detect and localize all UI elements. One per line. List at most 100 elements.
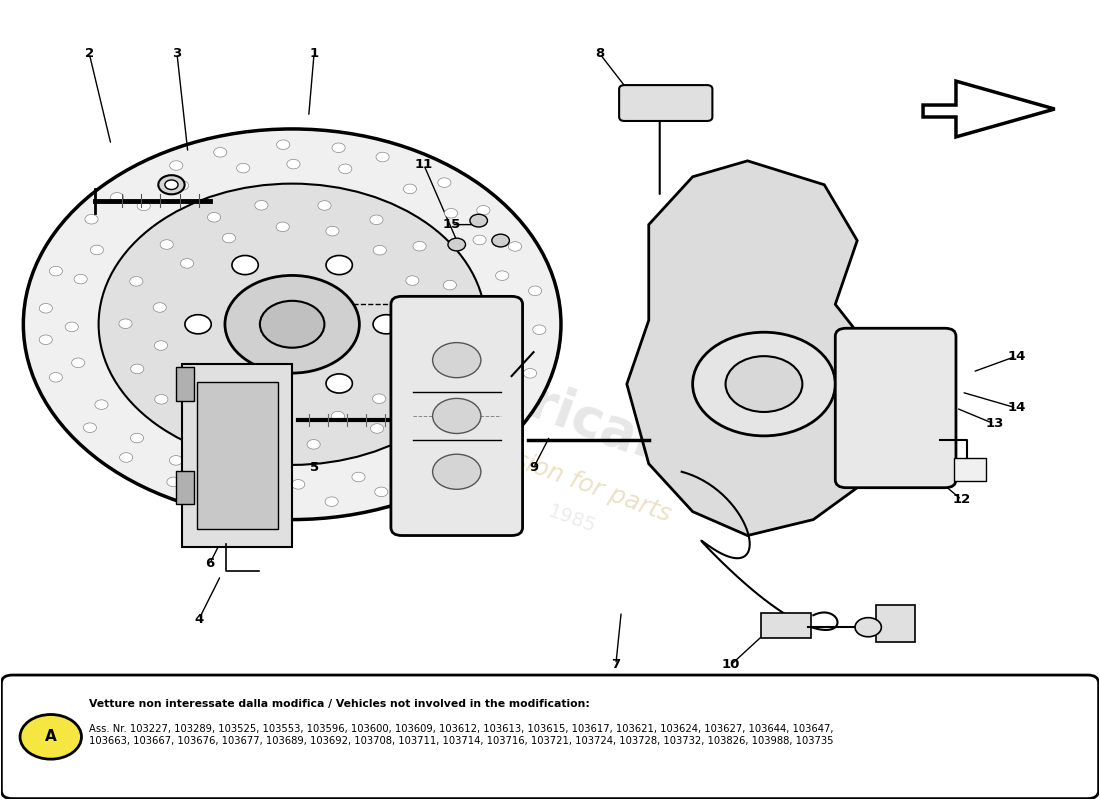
- Circle shape: [339, 164, 352, 174]
- Circle shape: [440, 366, 453, 375]
- Text: 11: 11: [415, 158, 433, 171]
- Text: 10: 10: [722, 658, 740, 671]
- Text: 5: 5: [309, 462, 319, 474]
- Polygon shape: [923, 81, 1055, 137]
- Circle shape: [232, 255, 258, 274]
- Circle shape: [158, 175, 185, 194]
- Circle shape: [481, 394, 494, 403]
- FancyBboxPatch shape: [197, 382, 278, 529]
- Circle shape: [165, 180, 178, 190]
- Text: 15: 15: [442, 218, 461, 231]
- Text: 6: 6: [206, 557, 214, 570]
- Circle shape: [50, 373, 63, 382]
- Circle shape: [307, 439, 320, 449]
- Text: Vetture non interessate dalla modifica / Vehicles not involved in the modificati: Vetture non interessate dalla modifica /…: [89, 699, 590, 709]
- Circle shape: [524, 369, 537, 378]
- Circle shape: [224, 275, 360, 373]
- Circle shape: [255, 201, 268, 210]
- Circle shape: [440, 460, 453, 469]
- Circle shape: [409, 400, 422, 410]
- Circle shape: [476, 206, 490, 215]
- Circle shape: [74, 274, 87, 284]
- Circle shape: [95, 400, 108, 410]
- Circle shape: [376, 152, 389, 162]
- FancyBboxPatch shape: [954, 458, 986, 482]
- Polygon shape: [627, 161, 901, 535]
- Text: 2: 2: [85, 46, 94, 60]
- Text: 9: 9: [529, 462, 538, 474]
- Circle shape: [506, 312, 519, 322]
- Circle shape: [326, 374, 352, 393]
- Circle shape: [370, 215, 383, 225]
- Circle shape: [161, 240, 174, 250]
- Circle shape: [261, 498, 274, 508]
- Text: 3: 3: [173, 46, 182, 60]
- Circle shape: [438, 178, 451, 187]
- Circle shape: [375, 487, 388, 497]
- Circle shape: [23, 129, 561, 519]
- Text: 8: 8: [595, 46, 604, 60]
- Circle shape: [420, 321, 433, 330]
- Circle shape: [222, 234, 235, 243]
- Circle shape: [85, 214, 98, 224]
- Circle shape: [90, 245, 103, 254]
- Circle shape: [452, 323, 465, 333]
- Text: 7: 7: [612, 658, 620, 671]
- Text: Ass. Nr. 103227, 103289, 103525, 103553, 103596, 103600, 103609, 103612, 103613,: Ass. Nr. 103227, 103289, 103525, 103553,…: [89, 725, 834, 746]
- FancyBboxPatch shape: [390, 296, 522, 535]
- Circle shape: [202, 425, 216, 434]
- FancyBboxPatch shape: [1, 675, 1099, 798]
- Circle shape: [130, 277, 143, 286]
- Circle shape: [110, 193, 123, 202]
- Circle shape: [175, 181, 188, 190]
- Circle shape: [373, 314, 399, 334]
- Circle shape: [180, 258, 194, 268]
- Circle shape: [221, 493, 234, 502]
- Circle shape: [131, 434, 144, 443]
- Text: passion for parts: passion for parts: [470, 433, 674, 527]
- Circle shape: [371, 424, 384, 434]
- Text: 14: 14: [1008, 350, 1025, 362]
- Circle shape: [326, 226, 339, 236]
- Circle shape: [443, 280, 456, 290]
- Circle shape: [119, 319, 132, 329]
- Circle shape: [492, 234, 509, 247]
- Circle shape: [318, 201, 331, 210]
- Circle shape: [726, 356, 802, 412]
- Circle shape: [373, 394, 386, 403]
- Circle shape: [153, 302, 166, 312]
- Text: A: A: [45, 730, 56, 744]
- FancyBboxPatch shape: [176, 471, 195, 505]
- Circle shape: [258, 439, 272, 449]
- Circle shape: [529, 286, 541, 295]
- Circle shape: [278, 417, 292, 426]
- Circle shape: [169, 161, 183, 170]
- Circle shape: [213, 147, 227, 157]
- Circle shape: [505, 403, 518, 412]
- Text: euroricambi: euroricambi: [396, 330, 748, 502]
- Text: 1985: 1985: [546, 502, 598, 537]
- FancyBboxPatch shape: [176, 367, 195, 401]
- Circle shape: [236, 163, 250, 173]
- Circle shape: [167, 477, 180, 486]
- Text: 14: 14: [1008, 402, 1025, 414]
- Circle shape: [532, 325, 546, 334]
- Circle shape: [178, 378, 191, 388]
- Circle shape: [444, 209, 458, 218]
- Circle shape: [213, 402, 226, 411]
- Circle shape: [40, 335, 53, 345]
- Circle shape: [448, 238, 465, 251]
- Circle shape: [65, 322, 78, 332]
- FancyBboxPatch shape: [761, 613, 811, 638]
- Circle shape: [326, 255, 352, 274]
- Circle shape: [208, 213, 221, 222]
- Circle shape: [855, 618, 881, 637]
- Circle shape: [50, 266, 63, 276]
- Text: 12: 12: [953, 493, 970, 506]
- Circle shape: [693, 332, 835, 436]
- Circle shape: [99, 184, 486, 465]
- Circle shape: [155, 394, 168, 404]
- Circle shape: [432, 342, 481, 378]
- Circle shape: [412, 242, 426, 251]
- Circle shape: [292, 479, 305, 489]
